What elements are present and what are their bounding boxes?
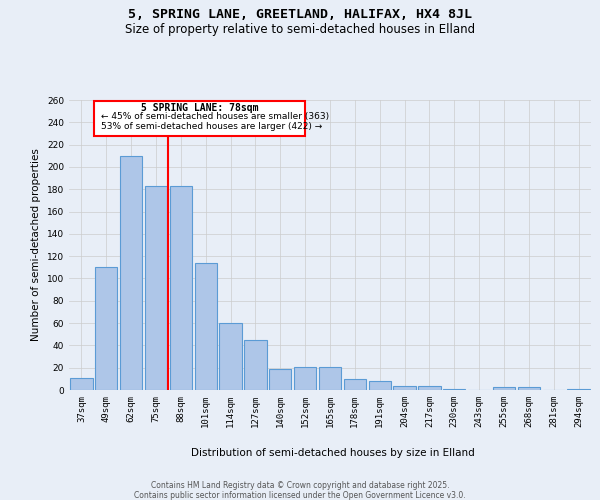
Bar: [418, 386, 440, 390]
Bar: [344, 379, 366, 390]
Bar: [145, 186, 167, 390]
Bar: [95, 268, 118, 390]
Bar: [294, 366, 316, 390]
Bar: [518, 386, 540, 390]
Text: Distribution of semi-detached houses by size in Elland: Distribution of semi-detached houses by …: [191, 448, 475, 458]
Text: 5, SPRING LANE, GREETLAND, HALIFAX, HX4 8JL: 5, SPRING LANE, GREETLAND, HALIFAX, HX4 …: [128, 8, 472, 20]
Bar: [70, 378, 92, 390]
Bar: [194, 263, 217, 390]
Bar: [94, 101, 305, 136]
Bar: [568, 389, 590, 390]
Bar: [319, 366, 341, 390]
Bar: [269, 369, 292, 390]
Bar: [493, 386, 515, 390]
Bar: [170, 186, 192, 390]
Text: ← 45% of semi-detached houses are smaller (363): ← 45% of semi-detached houses are smalle…: [101, 112, 329, 122]
Y-axis label: Number of semi-detached properties: Number of semi-detached properties: [31, 148, 41, 342]
Text: Contains HM Land Registry data © Crown copyright and database right 2025.
Contai: Contains HM Land Registry data © Crown c…: [134, 480, 466, 500]
Bar: [443, 389, 466, 390]
Text: Size of property relative to semi-detached houses in Elland: Size of property relative to semi-detach…: [125, 22, 475, 36]
Bar: [244, 340, 266, 390]
Bar: [220, 323, 242, 390]
Bar: [120, 156, 142, 390]
Text: 5 SPRING LANE: 78sqm: 5 SPRING LANE: 78sqm: [141, 103, 258, 113]
Bar: [368, 381, 391, 390]
Text: 53% of semi-detached houses are larger (422) →: 53% of semi-detached houses are larger (…: [101, 122, 323, 132]
Bar: [394, 386, 416, 390]
